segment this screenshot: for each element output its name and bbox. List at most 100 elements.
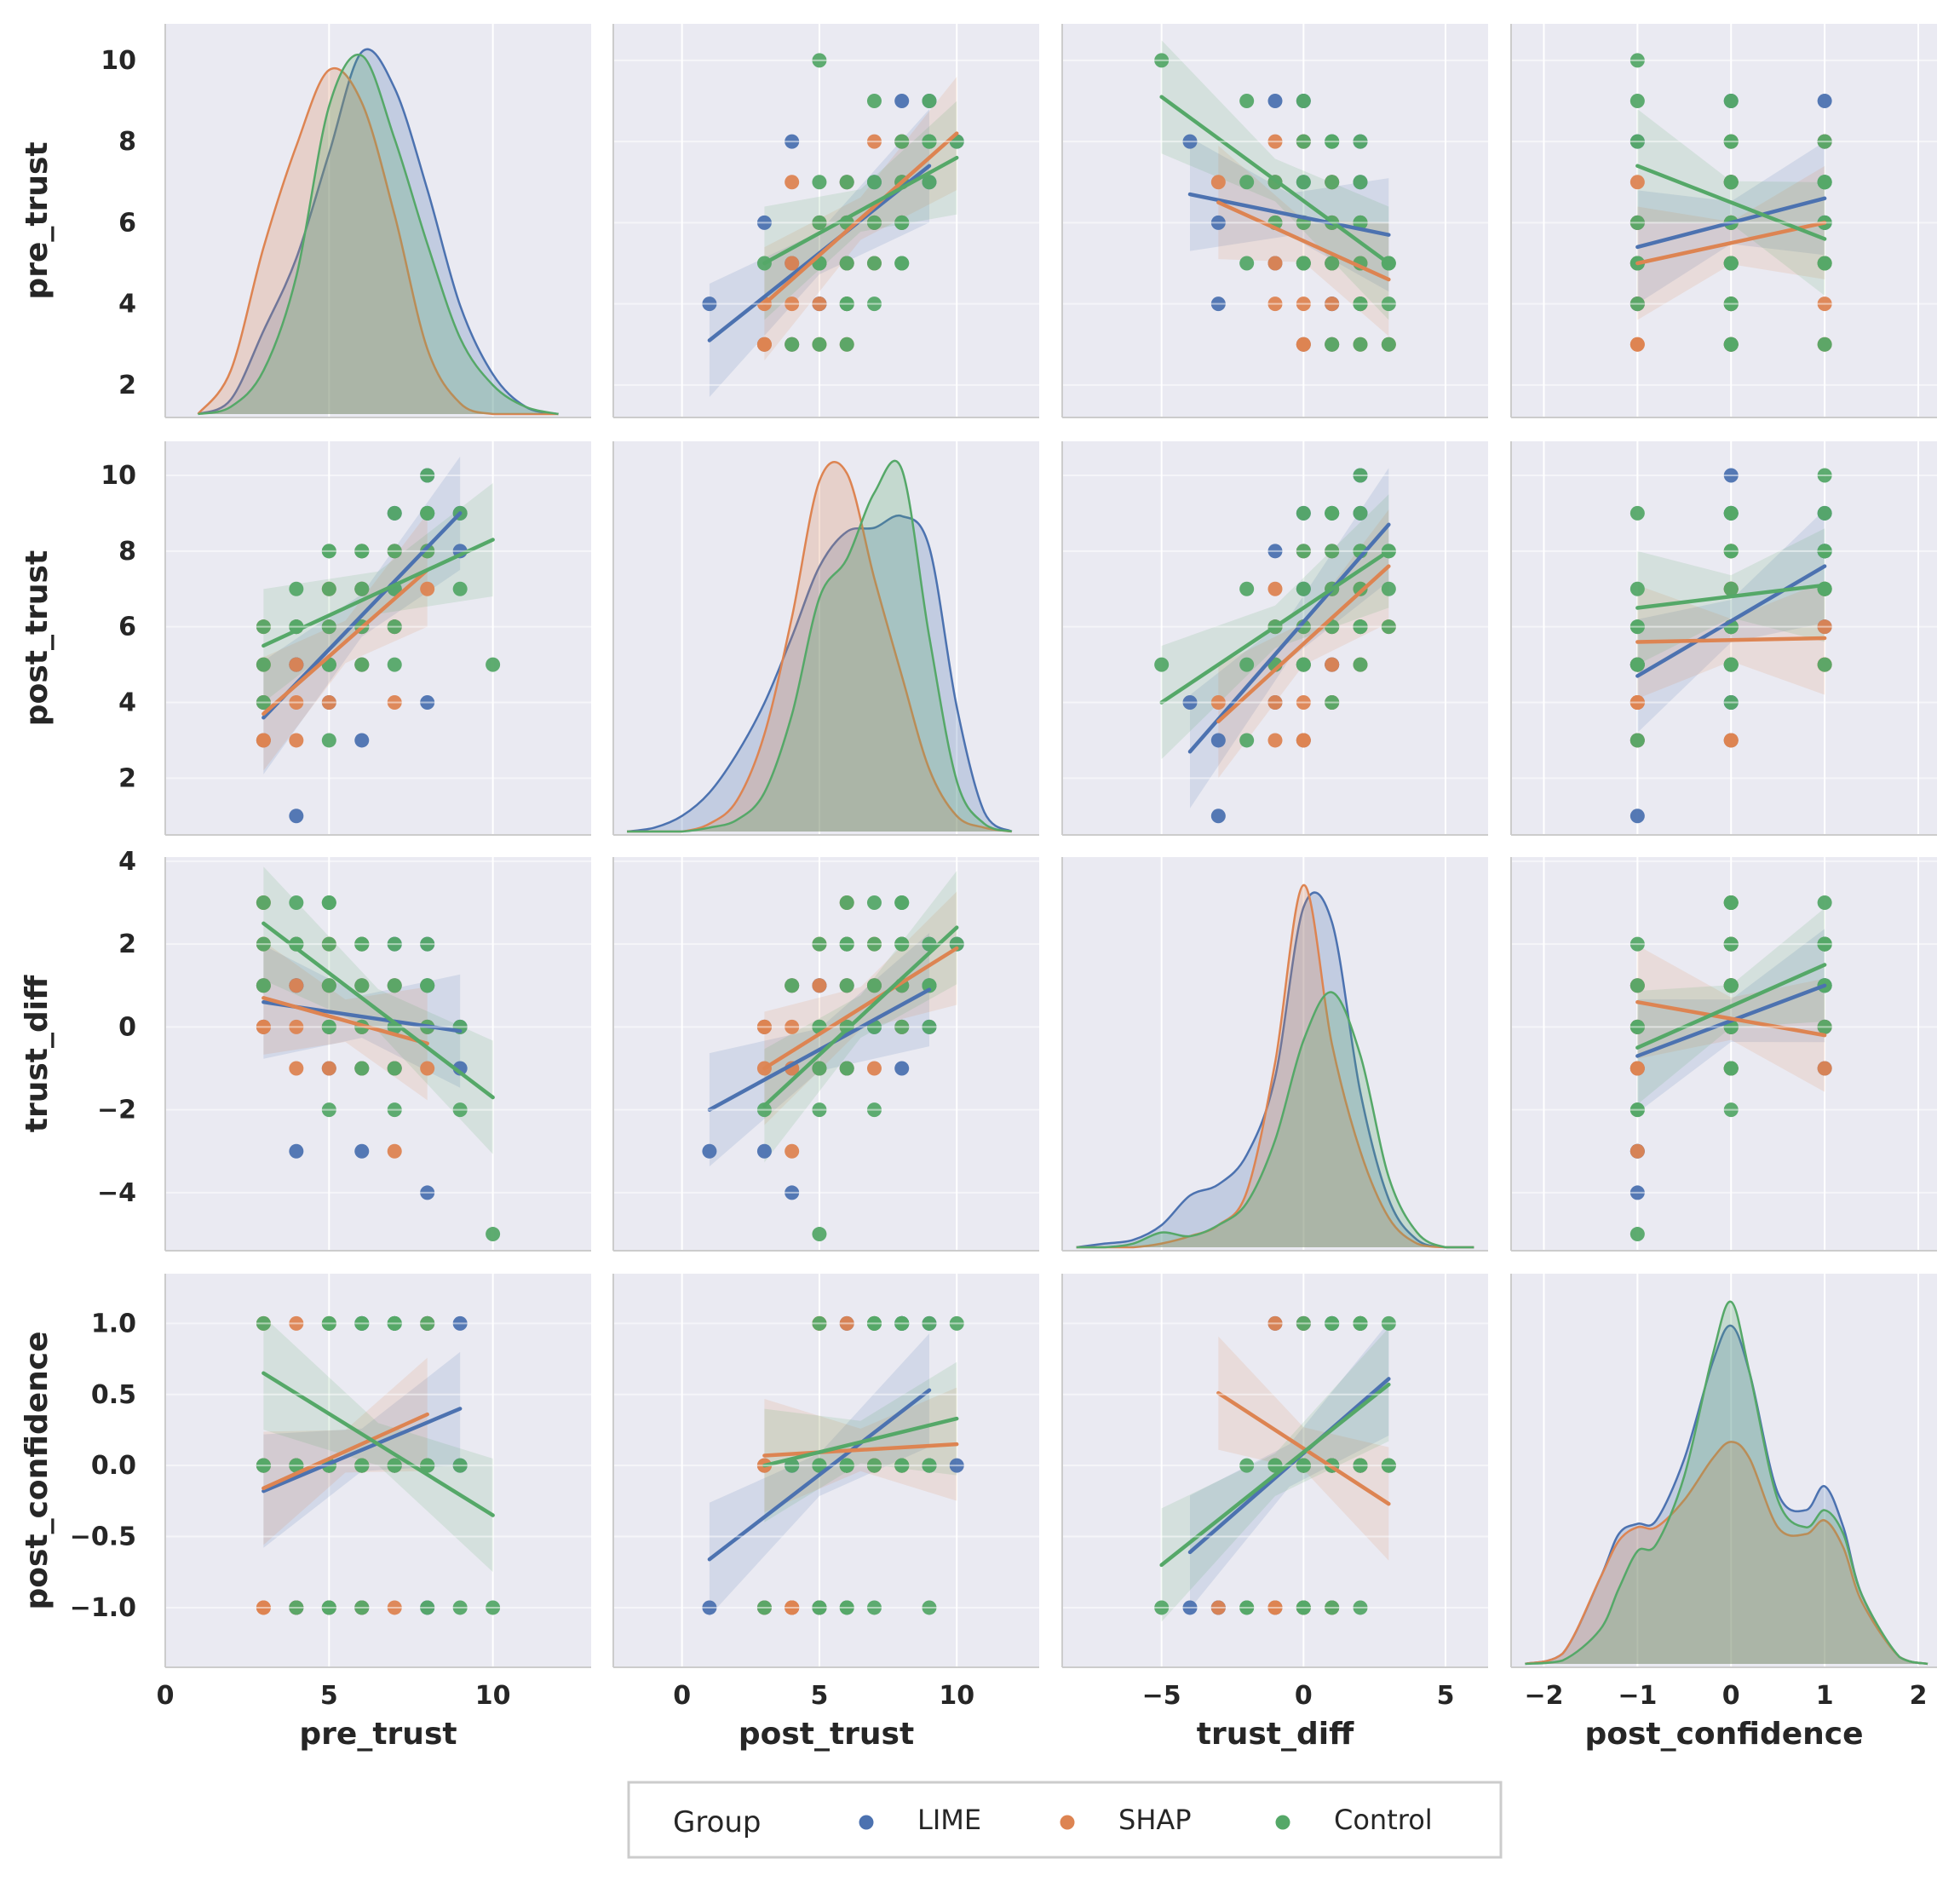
x-tick-label: 10 <box>475 1681 511 1711</box>
point-shap <box>321 1061 336 1076</box>
point-control <box>256 978 271 993</box>
x-tick-label: −5 <box>1142 1681 1181 1711</box>
point-lime <box>1210 733 1226 748</box>
y-tick-label: 2 <box>118 763 136 793</box>
point-lime <box>894 93 910 108</box>
y-tick-label: 6 <box>118 613 136 642</box>
point-shap <box>785 1143 800 1159</box>
kde-line-lime <box>626 514 1013 833</box>
regression-line-shap <box>1635 636 1827 644</box>
x-tick-label: −1 <box>1618 1681 1657 1711</box>
panel-post_confidence-vs-post_confidence <box>1510 1274 1937 1668</box>
panel-pre_trust-vs-post_trust <box>612 24 1039 418</box>
kde-line-shap <box>627 461 1012 833</box>
point-shap <box>866 1061 882 1076</box>
kde-area-lime <box>627 515 1012 832</box>
point-control <box>1630 93 1645 108</box>
kde-area-control <box>627 460 1012 832</box>
point-control <box>1723 581 1739 596</box>
point-shap <box>420 1061 435 1076</box>
point-control <box>1817 505 1832 521</box>
point-shap <box>289 657 304 672</box>
panel-post_trust-vs-post_trust <box>612 441 1039 836</box>
point-control <box>1353 337 1368 352</box>
y-tick-label: 0.5 <box>91 1380 136 1410</box>
point-control <box>289 581 304 596</box>
point-control <box>1353 505 1368 521</box>
x-tick-label: 0 <box>1722 1681 1740 1711</box>
y-tick-label: 4 <box>118 847 136 877</box>
point-control <box>1723 93 1739 108</box>
y-tick-label: 10 <box>101 461 136 491</box>
point-control <box>1381 337 1396 352</box>
point-shap <box>785 175 800 190</box>
point-control <box>785 978 800 993</box>
kde-area-control <box>198 55 559 415</box>
point-control <box>1239 657 1255 672</box>
point-shap <box>812 978 827 993</box>
panel-background <box>165 857 591 1251</box>
regression-line-lime <box>1635 983 1827 1058</box>
y-tick-label: 4 <box>118 290 136 319</box>
y-tick-label: −0.5 <box>70 1522 136 1552</box>
point-control <box>866 895 882 910</box>
point-lime <box>1210 809 1226 824</box>
point-control <box>354 978 370 993</box>
point-control <box>1630 733 1645 748</box>
x-tick-label: 0 <box>1295 1681 1313 1711</box>
point-control <box>812 337 827 352</box>
point-control <box>1296 581 1311 596</box>
regression-line-control <box>262 1371 495 1517</box>
point-shap <box>289 733 304 748</box>
y-axis-labels: 2 4 6 8 10 pre_trust 2 4 6 8 10 post_trust −4 −2 0 2 4 tr… <box>20 46 136 1623</box>
gridlines <box>1543 1274 1920 1667</box>
regression-line-shap <box>1635 999 1827 1038</box>
y-axis-label-pre_trust: pre_trust <box>20 141 55 299</box>
point-control <box>1239 256 1255 271</box>
point-shap <box>1723 733 1739 748</box>
point-control <box>452 581 468 596</box>
point-control <box>1630 1227 1645 1242</box>
legend-item-shap: SHAP <box>1060 1804 1192 1836</box>
point-control <box>321 978 336 993</box>
x-axis-label-trust_diff: trust_diff <box>1197 1717 1354 1752</box>
point-shap <box>387 1143 402 1159</box>
panel-post_trust-vs-trust_diff <box>1061 441 1488 836</box>
gridlines <box>1543 857 1920 1251</box>
panel-background <box>1511 441 1937 835</box>
regression-line-shap <box>762 946 959 1071</box>
regression-line-lime <box>1187 522 1391 754</box>
point-lime <box>354 733 370 748</box>
point-lime <box>894 1061 910 1076</box>
point-control <box>1296 505 1311 521</box>
point-control <box>1296 657 1311 672</box>
regression-line-control <box>762 1416 959 1468</box>
point-control <box>1817 175 1832 190</box>
gridlines <box>681 441 958 835</box>
point-shap <box>1817 1061 1832 1076</box>
gridlines <box>1160 857 1446 1251</box>
y-tick-label: 8 <box>118 537 136 567</box>
panel-trust_diff-vs-post_confidence <box>1510 857 1937 1252</box>
point-control <box>839 337 854 352</box>
point-control <box>894 256 910 271</box>
point-control <box>486 657 501 672</box>
legend-item-lime: LIME <box>859 1804 981 1836</box>
point-control <box>387 1061 402 1076</box>
point-control <box>839 256 854 271</box>
point-control <box>866 978 882 993</box>
regression-line-shap <box>1635 221 1827 266</box>
panel-post_confidence-vs-pre_trust <box>164 1274 591 1668</box>
point-shap <box>756 337 772 352</box>
point-control <box>1154 657 1170 672</box>
regression-line-control <box>262 538 495 648</box>
point-control <box>1723 978 1739 993</box>
x-tick-label: 0 <box>157 1681 175 1711</box>
panel-pre_trust-vs-trust_diff <box>1061 24 1488 418</box>
point-shap <box>1267 581 1283 596</box>
kde-area-shap <box>198 68 559 414</box>
point-shap <box>1267 256 1283 271</box>
point-shap <box>1325 657 1340 672</box>
point-shap <box>256 733 271 748</box>
